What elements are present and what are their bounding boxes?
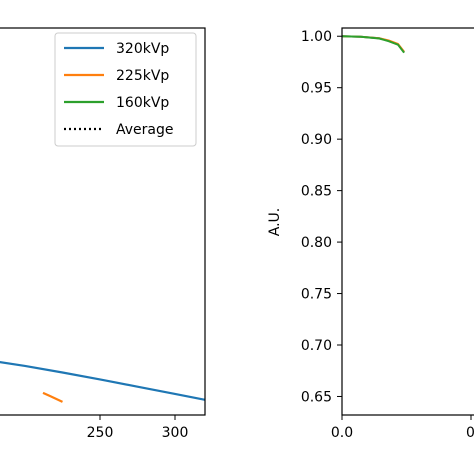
- right-y-tick-label: 0.70: [301, 338, 332, 354]
- left-x-tick-label: 250: [87, 425, 114, 441]
- legend-label-average: Average: [116, 122, 174, 138]
- right-y-tick-label: 0.85: [301, 184, 332, 200]
- legend-label-225kvp: 225kVp: [116, 68, 169, 84]
- legend: 320kVp 225kVp 160kVp Average: [54, 32, 197, 147]
- legend-label-160kvp: 160kVp: [116, 95, 169, 111]
- right-series-lines: [341, 35, 405, 54]
- left-series-line-225kvp: [42, 391, 63, 403]
- right-x-tick-label-clipped: 0: [466, 425, 474, 441]
- right-y-tick-label: 0.80: [301, 235, 332, 251]
- left-x-axis: 250 300: [87, 415, 189, 441]
- right-chart: 0.650.700.750.800.850.900.951.00 0.0 0 A.…: [267, 27, 474, 441]
- left-series-lines: [0, 361, 206, 403]
- legend-frame: [54, 32, 197, 147]
- right-y-tick-label: 0.75: [301, 287, 332, 303]
- right-y-tick-label: 0.65: [301, 389, 332, 405]
- right-x-axis: 0.0 0: [331, 415, 474, 441]
- right-series-line: [341, 35, 405, 54]
- left-series-line-320kvp: [0, 361, 206, 401]
- left-x-tick-label: 300: [162, 425, 189, 441]
- legend-label-320kvp: 320kVp: [116, 41, 169, 57]
- right-plot-frame: [341, 27, 474, 416]
- right-y-axis: 0.65 0.70 0.75 0.80 0.85 0.90 0.95 1.00: [301, 29, 342, 405]
- right-y-tick-label: 1.00: [301, 29, 332, 45]
- right-y-axis-label: A.U.: [267, 208, 283, 236]
- right-x-tick-label: 0.0: [331, 425, 353, 441]
- right-y-tick-label: 0.90: [301, 132, 332, 148]
- right-y-tick-label: 0.95: [301, 81, 332, 97]
- left-chart: 250 300 320kVp 225kVp 160kVp Average: [0, 27, 206, 441]
